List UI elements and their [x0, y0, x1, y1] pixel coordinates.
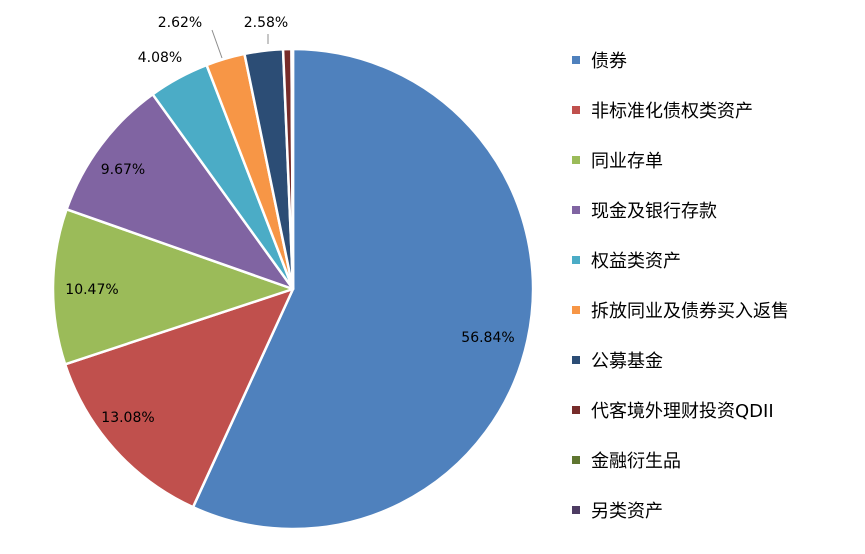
legend-label: 公募基金 — [591, 351, 663, 372]
legend-label: 债券 — [591, 51, 627, 72]
pie-slice-现金及银行存款 — [65, 93, 295, 291]
legend-swatch — [572, 156, 580, 164]
legend-item-代客境外理财投资QDII: 代客境外理财投资QDII — [572, 398, 774, 422]
legend-swatch — [572, 306, 580, 314]
pie-slices — [51, 47, 535, 531]
data-label-同业存单: 10.47% — [65, 282, 118, 298]
legend-item-拆放同业及债券买入返售: 拆放同业及债券买入返售 — [572, 298, 789, 322]
legend-item-债券: 债券 — [572, 48, 627, 72]
legend-item-另类资产: 另类资产 — [572, 498, 663, 522]
legend-swatch — [572, 256, 580, 264]
legend-swatch — [572, 506, 580, 514]
legend-item-现金及银行存款: 现金及银行存款 — [572, 198, 717, 222]
legend-item-金融衍生品: 金融衍生品 — [572, 448, 681, 472]
legend-item-同业存单: 同业存单 — [572, 148, 663, 172]
pie-slice-债券 — [191, 47, 535, 531]
leader-lines — [211, 29, 269, 59]
legend-swatch — [572, 206, 580, 214]
legend-label: 同业存单 — [591, 151, 663, 172]
pie-slice-另类资产 — [291, 47, 295, 291]
legend-swatch — [572, 106, 580, 114]
data-label-公募基金: 2.58% — [244, 15, 288, 31]
leader-line-拆放同业及债券买入返售 — [211, 29, 223, 59]
legend-label: 权益类资产 — [591, 251, 681, 272]
data-label-现金及银行存款: 9.67% — [101, 162, 145, 178]
data-label-非标准化债权类资产: 13.08% — [101, 410, 154, 426]
legend-swatch — [572, 406, 580, 414]
legend-label: 现金及银行存款 — [591, 201, 717, 222]
data-labels: 56.84% 13.08% 10.47% 9.67% 4.08% 2.62% 2.58% — [65, 15, 514, 426]
legend-item-公募基金: 公募基金 — [572, 348, 663, 372]
legend-swatch — [572, 456, 580, 464]
legend-item-权益类资产: 权益类资产 — [572, 248, 681, 272]
legend-label: 另类资产 — [591, 501, 663, 522]
data-label-债券: 56.84% — [461, 330, 514, 346]
legend-label: 金融衍生品 — [591, 451, 681, 472]
pie-slice-非标准化债权类资产 — [63, 287, 295, 509]
data-label-拆放同业及债券买入返售: 2.62% — [158, 15, 202, 31]
legend-item-非标准化债权类资产: 非标准化债权类资产 — [572, 98, 753, 122]
legend-label: 代客境外理财投资QDII — [591, 401, 774, 422]
pie-slice-同业存单 — [51, 208, 295, 366]
legend-swatch — [572, 356, 580, 364]
legend-label: 非标准化债权类资产 — [591, 101, 753, 122]
legend-label: 拆放同业及债券买入返售 — [591, 301, 789, 322]
data-label-权益类资产: 4.08% — [138, 50, 182, 66]
legend-swatch — [572, 56, 580, 64]
